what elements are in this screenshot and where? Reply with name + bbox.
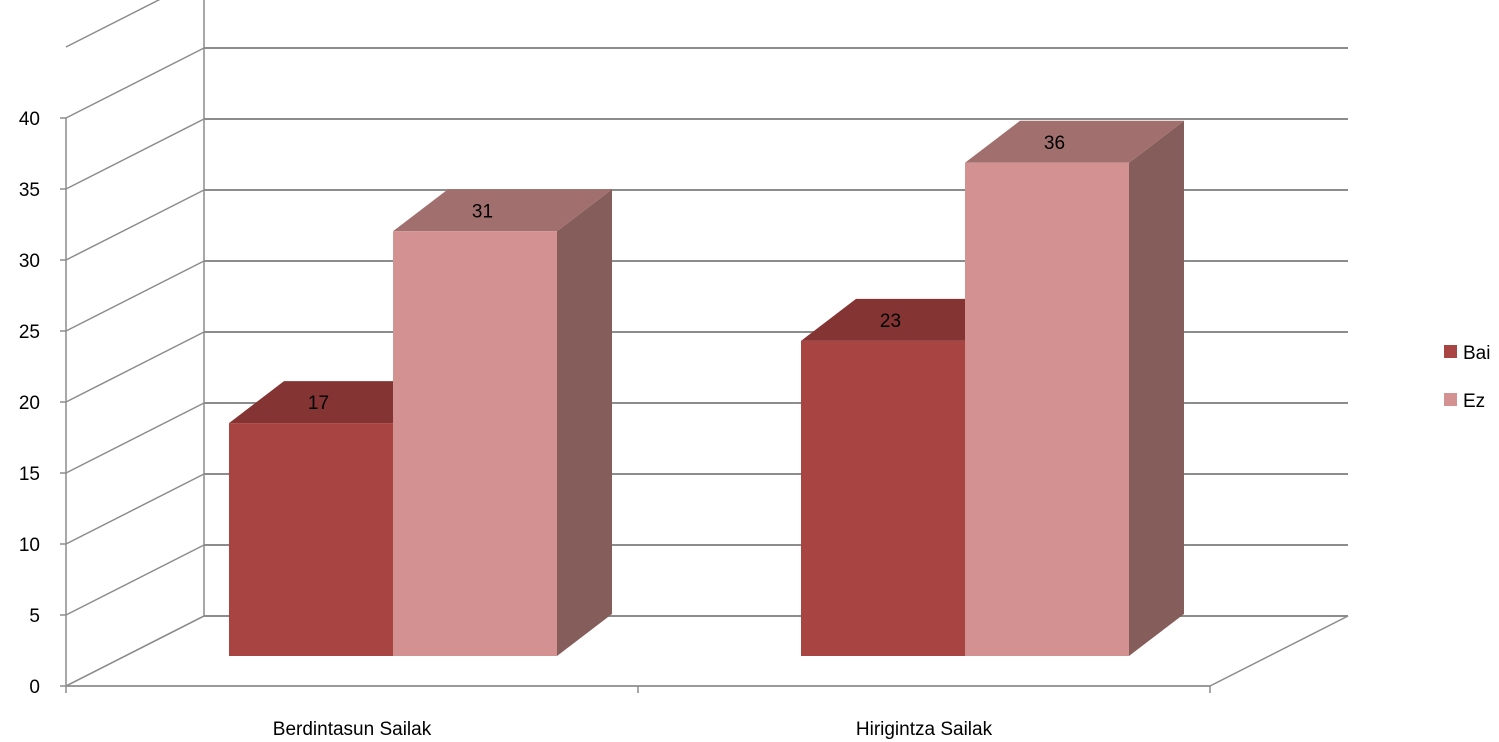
gridline-side — [65, 118, 205, 190]
y-tick-label: 35 — [19, 180, 40, 201]
x-category-label: Berdintasun Sailak — [273, 719, 432, 740]
gridline-side — [65, 615, 205, 687]
y-tick-label: 25 — [19, 322, 40, 343]
y-axis: 0 5 10 15 20 25 30 35 40 — [19, 109, 67, 698]
gridline-side — [65, 473, 205, 545]
legend-swatch-bai — [1444, 345, 1457, 358]
y-tick-label: 10 — [19, 535, 40, 556]
bars — [229, 120, 1184, 657]
legend-swatch-ez — [1444, 393, 1457, 406]
bar-side-ez — [1129, 120, 1184, 657]
x-category-label: Hirigintza Sailak — [856, 719, 993, 740]
bar-top-ez — [393, 189, 612, 232]
y-tick-label: 30 — [19, 251, 40, 272]
legend: Bai Ez — [1444, 343, 1490, 412]
bar-bai — [801, 340, 965, 656]
bar-ez — [965, 162, 1129, 657]
gridline-side — [65, 331, 205, 403]
x-axis: Berdintasun Sailak Hirigintza Sailak — [65, 685, 1211, 740]
y-tick-label: 0 — [29, 677, 40, 698]
legend-label-bai: Bai — [1463, 343, 1490, 364]
bar-side-ez — [557, 189, 612, 657]
gridline-side — [65, 47, 205, 119]
gridline-side — [65, 544, 205, 616]
gridline-side — [65, 0, 161, 48]
gridline-side — [65, 189, 205, 261]
y-tick-label: 20 — [19, 393, 40, 414]
y-tick-label: 5 — [29, 606, 40, 627]
gridline-side — [65, 260, 205, 332]
data-label: 36 — [1044, 133, 1065, 154]
data-label: 31 — [472, 201, 493, 222]
bar-ez — [393, 231, 557, 657]
bar-bai — [229, 423, 393, 656]
legend-label-ez: Ez — [1463, 391, 1485, 412]
data-label: 17 — [308, 393, 329, 414]
y-tick-label: 40 — [19, 109, 40, 130]
data-label: 23 — [880, 311, 901, 332]
y-tick-label: 15 — [19, 464, 40, 485]
data-labels: 17 31 23 36 — [308, 133, 1065, 414]
gridline-side — [65, 402, 205, 474]
bar-top-ez — [965, 120, 1184, 163]
